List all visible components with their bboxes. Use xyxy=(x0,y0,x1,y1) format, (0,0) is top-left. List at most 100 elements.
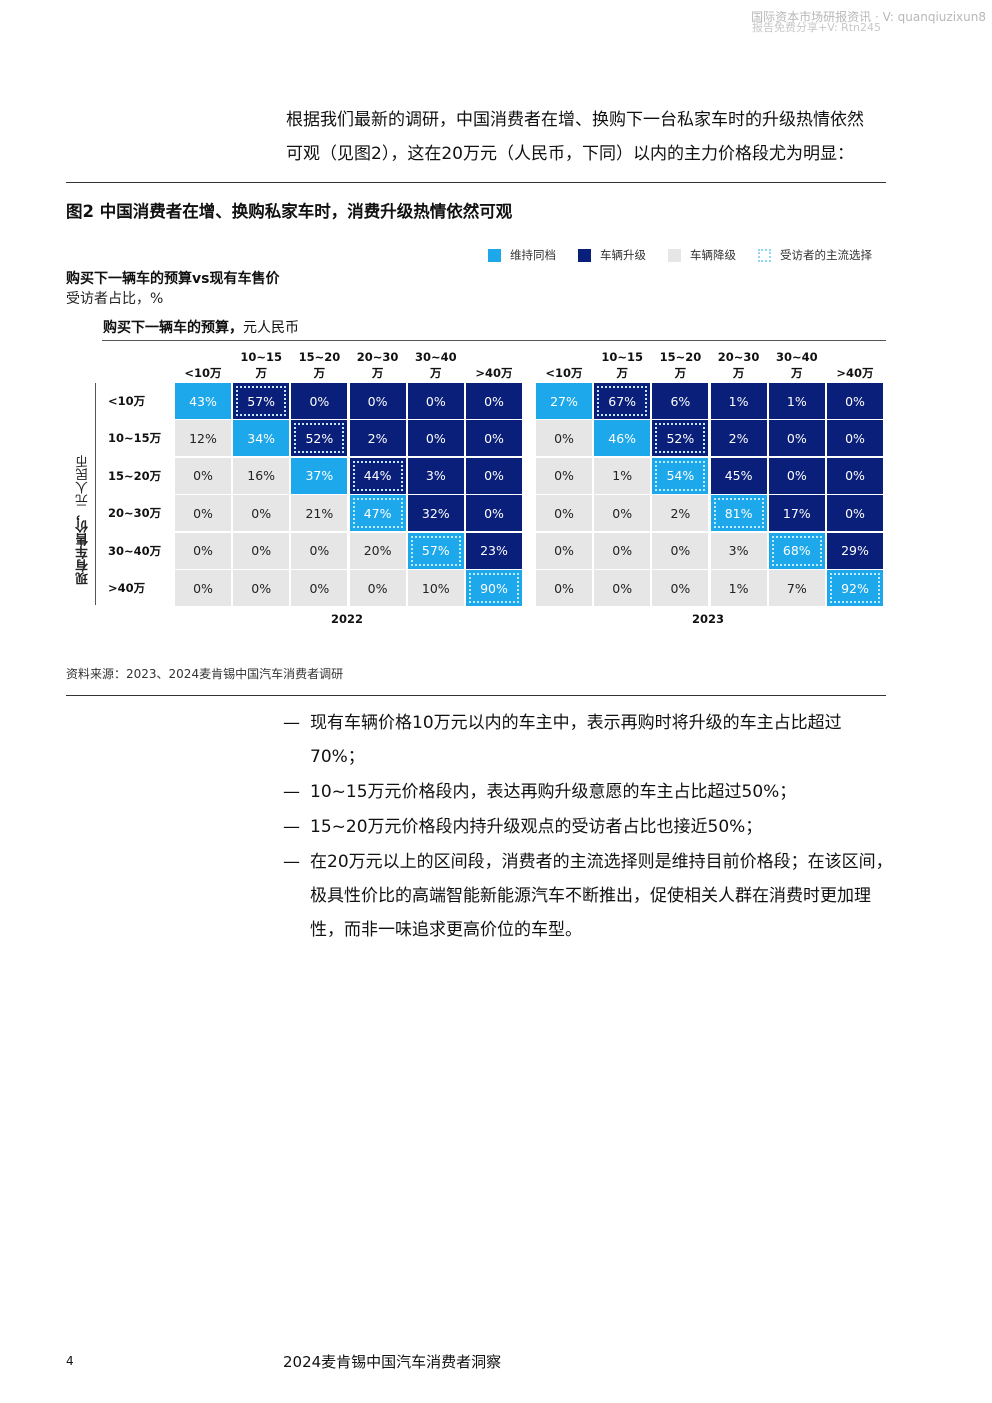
figure-top-rule xyxy=(66,182,886,183)
heatmap-cell: 0% xyxy=(594,570,651,606)
column-header: 20~30 万 xyxy=(711,347,767,381)
figure-source: 资料来源：2023、2024麦肯锡中国汽车消费者调研 xyxy=(66,667,344,681)
y-axis-label-bold: 现有车售价， xyxy=(76,507,91,585)
heatmap-cell: 0% xyxy=(233,495,290,532)
heatmap-cell: 12% xyxy=(175,420,231,457)
column-header: >40万 xyxy=(466,347,522,381)
bullet-dash: — xyxy=(283,817,300,837)
column-header: 10~15 万 xyxy=(233,347,289,381)
heatmap-cell: 1% xyxy=(594,457,651,494)
bullet-text: 在20万元以上的区间段，消费者的主流选择则是维持目前价格段；在该区间，极具性价比… xyxy=(310,852,893,940)
heatmap-cell: 0% xyxy=(466,383,522,419)
heatmap-cell: 0% xyxy=(175,570,231,606)
column-header: >40万 xyxy=(827,347,883,381)
heatmap-cell: 0% xyxy=(466,495,522,532)
legend-item-upgrade: 车辆升级 xyxy=(578,247,646,263)
heatmap-cell: 92% xyxy=(827,570,883,606)
budget-axis-rule xyxy=(102,340,886,341)
column-header-line1: 10~15 xyxy=(240,350,283,364)
column-header: 20~30 万 xyxy=(350,347,406,381)
heatmap-cell: 57% xyxy=(407,532,464,569)
column-header-line1: 20~30 xyxy=(356,350,399,364)
heatmap-cell: 81% xyxy=(710,495,767,532)
legend-swatch-mainstream xyxy=(758,248,771,262)
row-label: >40万 xyxy=(108,581,146,595)
heatmap-cell: 16% xyxy=(233,457,290,494)
heatmap-cell: 21% xyxy=(291,495,348,532)
legend-item-same: 维持同档 xyxy=(488,247,556,263)
heatmap-cell: 17% xyxy=(768,495,825,532)
column-header: 15~20 万 xyxy=(652,347,708,381)
panel-year-label: 2022 xyxy=(330,612,363,626)
heatmap-cell: 57% xyxy=(233,383,290,419)
heatmap-cell: 7% xyxy=(768,570,825,606)
heatmap-cell: 0% xyxy=(594,532,651,569)
column-header: <10万 xyxy=(536,347,592,381)
heatmap-cell: 6% xyxy=(652,383,709,419)
bullet-list: — 现有车辆价格10万元以内的车主中，表示再购时将升级的车主占比超过70%； —… xyxy=(283,706,893,948)
column-header-line2: 万 xyxy=(674,366,687,380)
heatmap-cell: 0% xyxy=(827,457,883,494)
bullet-dash: — xyxy=(283,852,300,872)
heatmap-cell: 0% xyxy=(233,532,290,569)
heatmap-cell: 54% xyxy=(652,457,709,494)
column-header: 30~40 万 xyxy=(769,347,825,381)
heatmap-cell: 10% xyxy=(407,570,464,606)
heatmap-cell: 2% xyxy=(710,420,767,457)
heatmap-cell: 44% xyxy=(349,457,406,494)
legend-item-mainstream: 受访者的主流选择 xyxy=(758,247,872,263)
heatmap-cell: 0% xyxy=(768,457,825,494)
row-label: 15~20万 xyxy=(108,468,162,483)
y-axis-rule xyxy=(95,383,96,605)
heatmap-cell: 45% xyxy=(710,457,767,494)
bullet-dash: — xyxy=(283,713,300,733)
row-label: 20~30万 xyxy=(108,506,162,521)
heatmap-cell: 67% xyxy=(594,383,651,419)
heatmap-cell: 0% xyxy=(349,570,406,606)
bullet-item: — 15~20万元价格段内持升级观点的受访者占比也接近50%； xyxy=(283,810,893,844)
heatmap-cell: 0% xyxy=(466,457,522,494)
bullet-item: — 现有车辆价格10万元以内的车主中，表示再购时将升级的车主占比超过70%； xyxy=(283,706,893,774)
heatmap-cell: 2% xyxy=(349,420,406,457)
column-header: 30~40 万 xyxy=(408,347,464,381)
column-header: 10~15 万 xyxy=(594,347,650,381)
column-header-line2: 万 xyxy=(371,366,384,380)
heatmap-cell: 0% xyxy=(291,532,348,569)
heatmap-cell: 34% xyxy=(233,420,290,457)
column-header-line2: 万 xyxy=(255,366,267,380)
legend-label-same: 维持同档 xyxy=(510,248,556,262)
heatmap-cell: 52% xyxy=(291,420,348,457)
heatmap-cell: 0% xyxy=(233,570,290,606)
heatmap-cell: 0% xyxy=(291,570,348,606)
budget-axis-label-bold: 购买下一辆车的预算， xyxy=(103,320,243,336)
watermark-line2: 报告免费分享+V: Rtn245 xyxy=(752,21,881,34)
heatmap-cell: 0% xyxy=(407,383,464,419)
column-header-line2: 万 xyxy=(616,366,628,380)
heatmap-cell: 1% xyxy=(710,570,767,606)
heatmap-cell: 32% xyxy=(407,495,464,532)
legend-swatch-downgrade xyxy=(668,248,681,262)
heatmap-cell: 0% xyxy=(407,420,464,457)
column-header-line1: 20~30 xyxy=(717,350,760,364)
column-header: 15~20 万 xyxy=(291,347,347,381)
heatmap-cell: 0% xyxy=(175,532,231,569)
legend-swatch-upgrade xyxy=(578,248,591,262)
row-label: <10万 xyxy=(108,394,146,408)
heatmap-cell: 0% xyxy=(652,532,709,569)
heatmap-cell: 0% xyxy=(536,420,592,457)
heatmap-cell: 46% xyxy=(594,420,651,457)
heatmap-cell: 0% xyxy=(827,495,883,532)
heatmap-cell: 0% xyxy=(175,495,231,532)
heatmap-cell: 0% xyxy=(827,383,883,419)
page-number: 4 xyxy=(66,1354,74,1368)
column-header-line1: 30~40 xyxy=(414,350,457,364)
heatmap-cell: 52% xyxy=(652,420,709,457)
column-header-line2: 万 xyxy=(732,366,745,380)
column-header-line1: >40万 xyxy=(475,366,513,380)
heatmap-cell: 1% xyxy=(710,383,767,419)
heatmap-cell: 0% xyxy=(291,383,348,419)
heatmap-cell: 23% xyxy=(466,532,522,569)
budget-axis-label: 购买下一辆车的预算，元人民币 xyxy=(103,317,299,337)
column-header-line1: 15~20 xyxy=(298,350,341,364)
chart-subtitle: 购买下一辆车的预算vs现有车售价 xyxy=(66,271,280,287)
